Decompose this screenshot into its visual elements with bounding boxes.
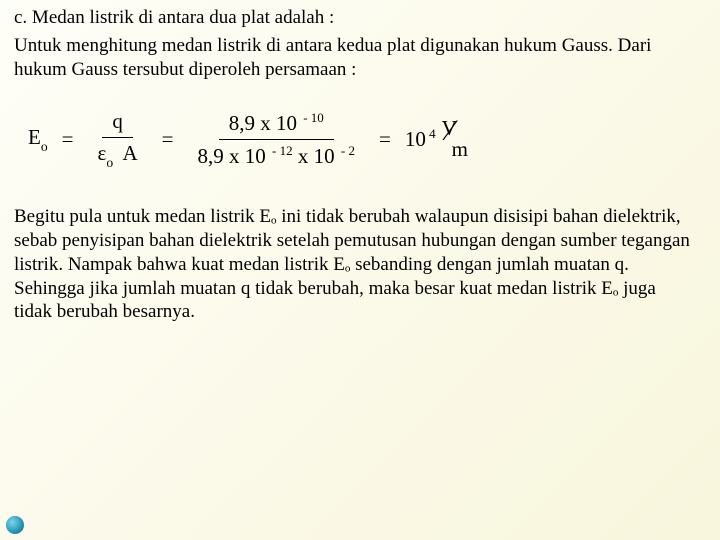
eq-rhs-base: 10 xyxy=(405,127,426,151)
eq-frac2-den-exp1: - 12 xyxy=(269,143,293,158)
eq-frac1-num: q xyxy=(102,109,133,138)
eq-frac2-num: 8,9 x 10 - 10 xyxy=(219,110,334,140)
eq-frac1-den: εo A xyxy=(88,138,148,169)
eq-frac2-num-base: 8,9 x 10 xyxy=(229,111,297,135)
eq-equals-2: = xyxy=(148,127,188,152)
eq-frac2-den-exp2: - 2 xyxy=(338,143,355,158)
eq-frac1-eps: ε xyxy=(98,141,107,165)
eq-unit-m: m xyxy=(442,137,468,162)
paragraph-c-title: c. Medan listrik di antara dua plat adal… xyxy=(14,6,698,30)
eq-frac2-den-b: x 10 xyxy=(293,144,335,168)
eq-lhs-E: E xyxy=(28,125,41,149)
slide-bullet-icon xyxy=(6,516,24,534)
eq-lhs: Eo xyxy=(28,125,48,153)
eq-rhs-exp: 4 xyxy=(426,126,436,141)
equation-block: Eo = q εo A = 8,9 x 10 - 10 8,9 x 10 - 1… xyxy=(28,109,698,169)
equation: Eo = q εo A = 8,9 x 10 - 10 8,9 x 10 - 1… xyxy=(28,109,698,169)
paragraph-intro: Untuk menghitung medan listrik di antara… xyxy=(14,34,698,82)
eq-frac1-eps-sub: o xyxy=(106,155,113,170)
eq-equals-3: = xyxy=(365,127,405,152)
eq-unit-slash: ⁄ xyxy=(448,114,453,148)
paragraph-explanation: Begitu pula untuk medan listrik Eₒ ini t… xyxy=(14,205,698,324)
eq-lhs-sub: o xyxy=(41,139,48,154)
eq-frac2-num-exp: - 10 xyxy=(300,110,324,125)
eq-frac1-A: A xyxy=(113,141,138,165)
eq-frac2: 8,9 x 10 - 10 8,9 x 10 - 12 x 10 - 2 xyxy=(188,110,365,169)
eq-unit: V ⁄ m xyxy=(442,116,468,162)
eq-frac2-den: 8,9 x 10 - 12 x 10 - 2 xyxy=(188,140,365,169)
eq-frac2-den-a: 8,9 x 10 xyxy=(198,144,266,168)
eq-equals-1: = xyxy=(48,127,88,152)
eq-frac1: q εo A xyxy=(88,109,148,169)
eq-rhs: 10 4 xyxy=(405,126,436,152)
